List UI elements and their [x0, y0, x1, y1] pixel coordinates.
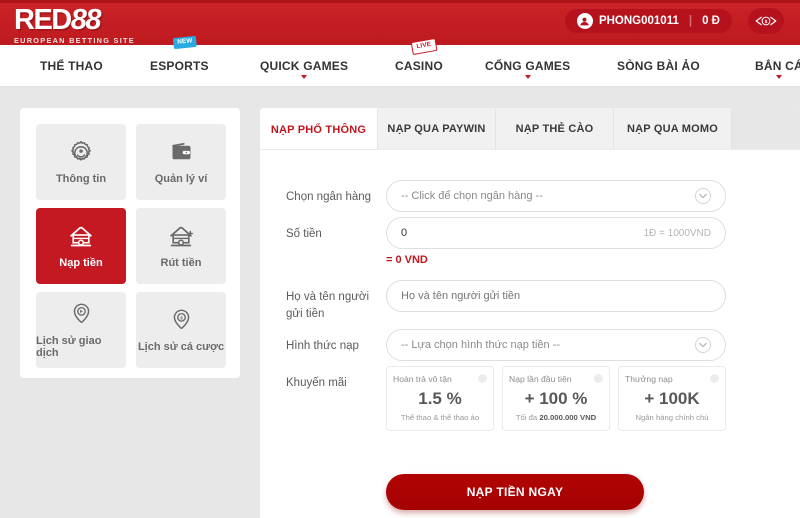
svg-text:$: $	[765, 19, 768, 24]
svg-text:$: $	[180, 315, 183, 320]
